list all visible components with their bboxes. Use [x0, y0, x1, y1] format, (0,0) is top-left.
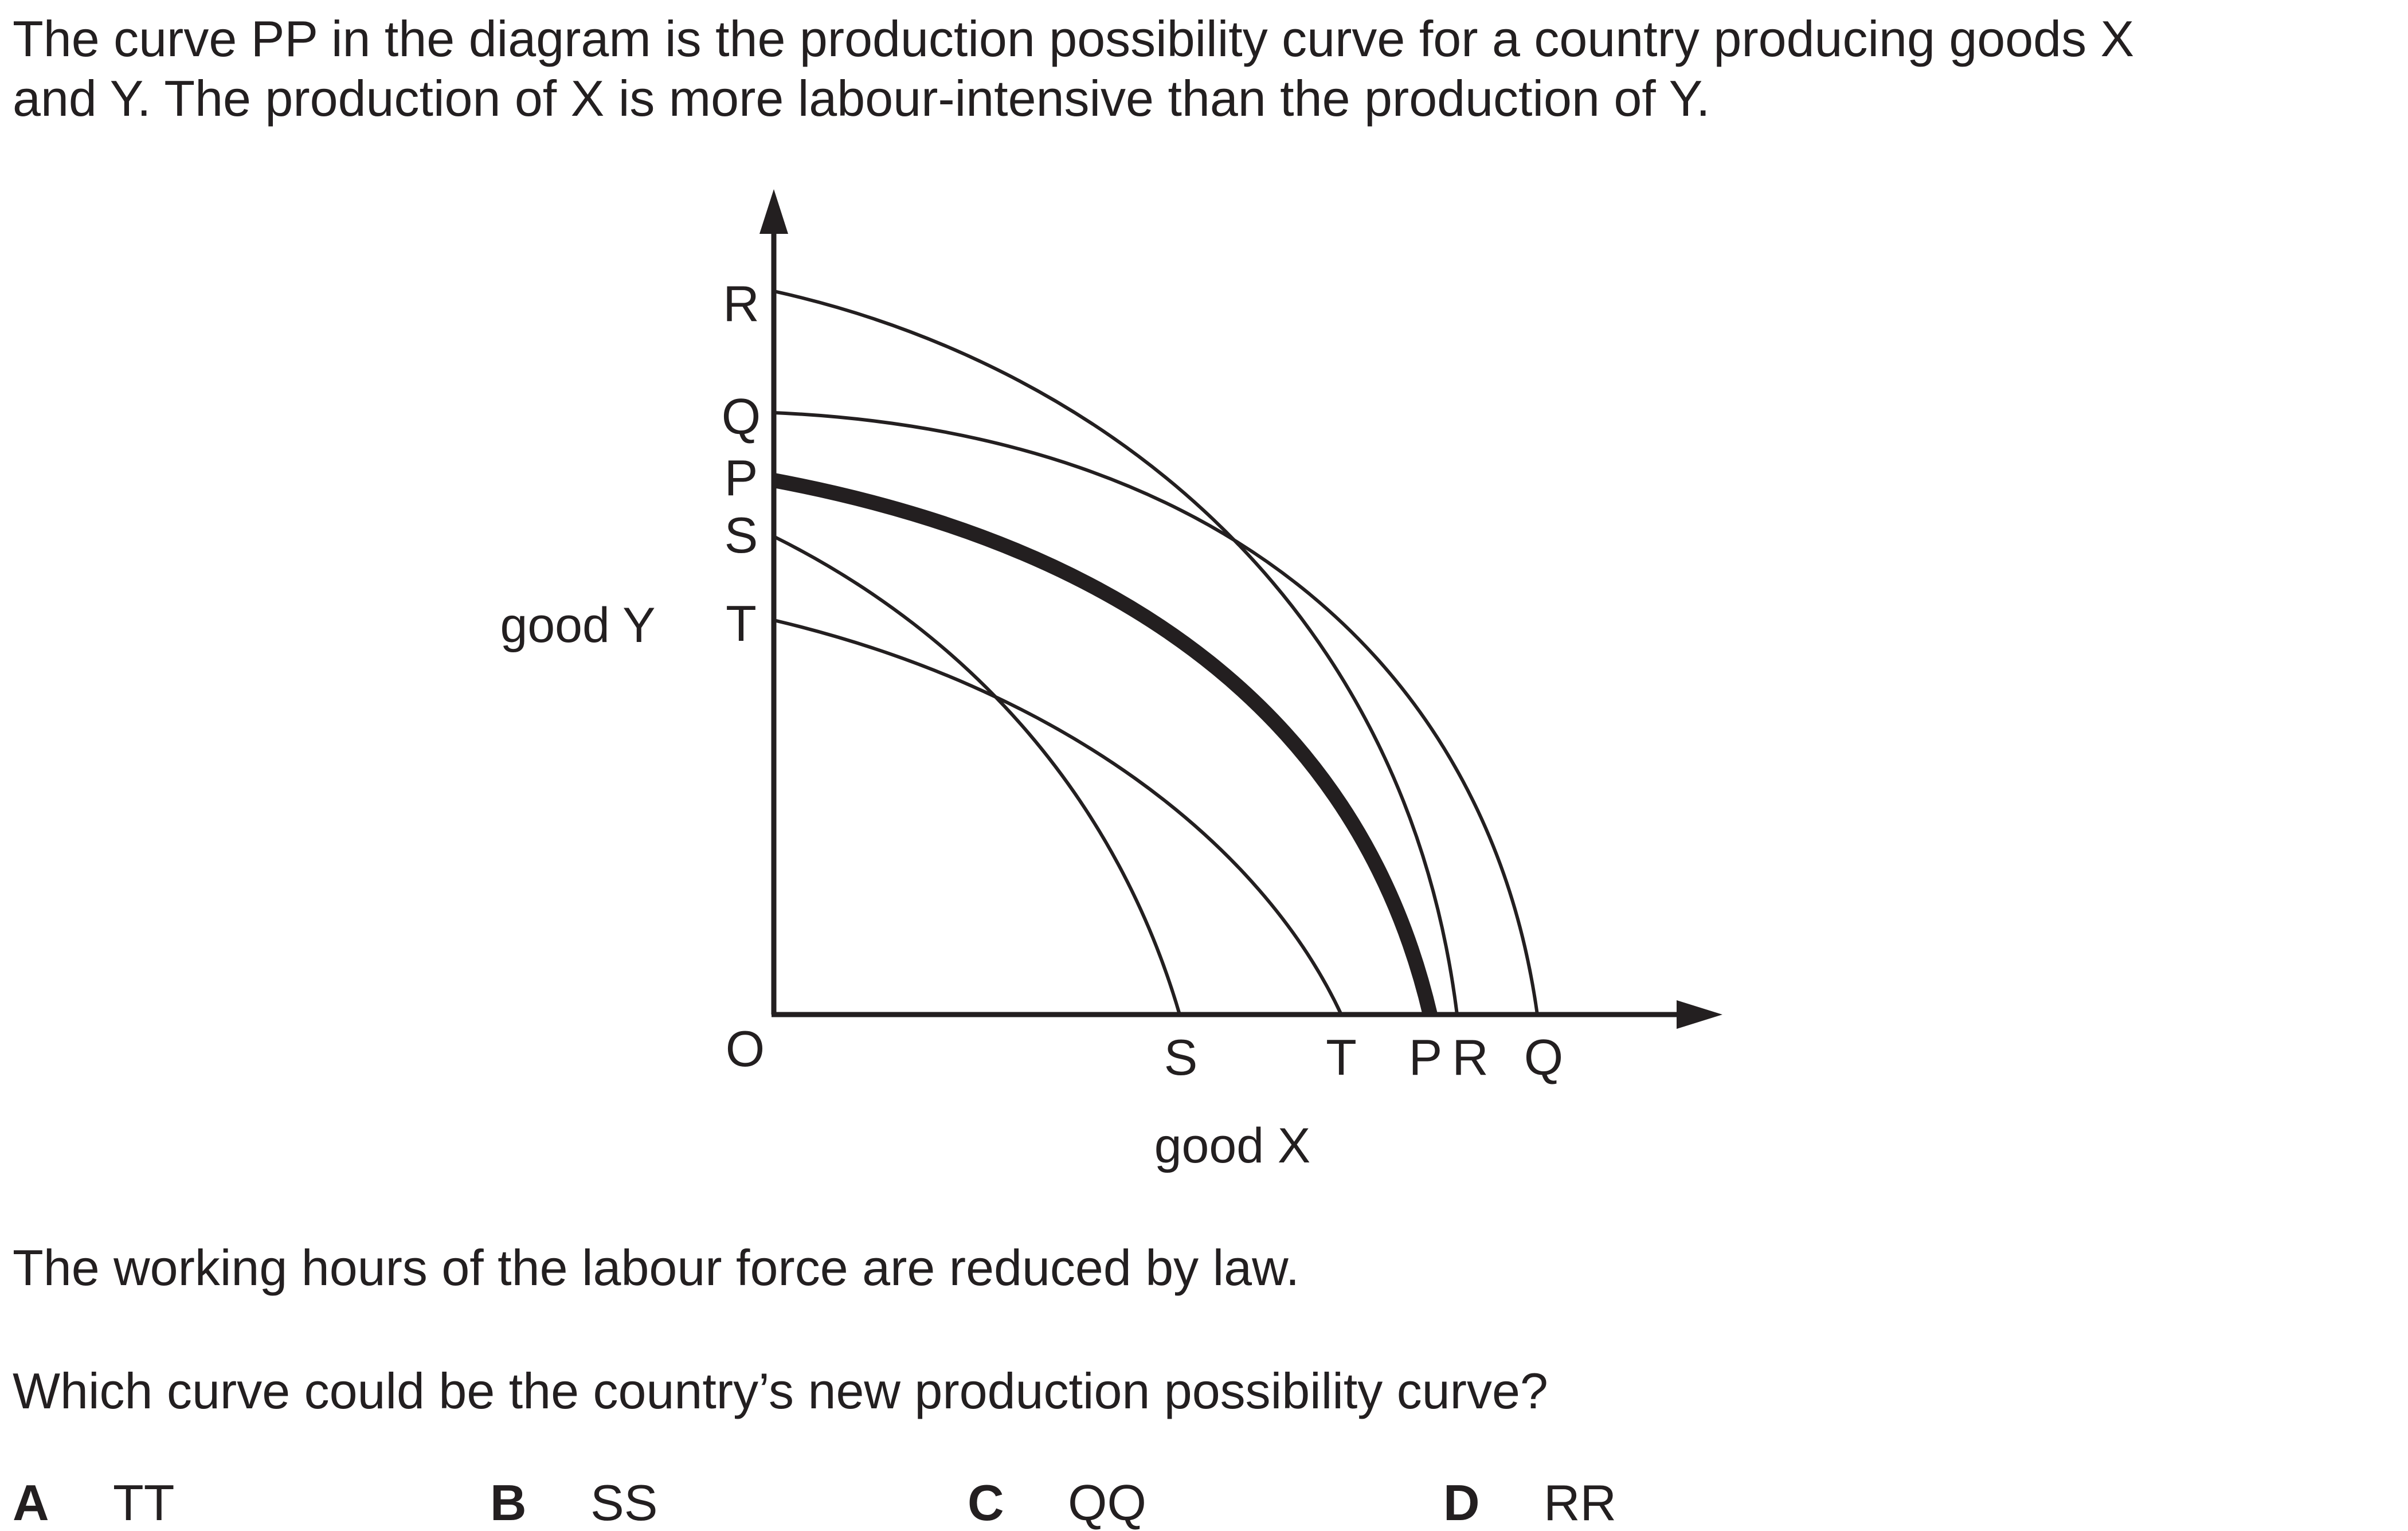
question-statement: The working hours of the labour force ar…	[13, 1239, 1300, 1296]
origin-label: O	[726, 1020, 765, 1077]
y-axis-label: good Y	[500, 598, 655, 653]
y-intercept-label-r: R	[723, 275, 759, 332]
x-intercept-label-q: Q	[1524, 1029, 1563, 1086]
y-axis-arrowhead	[759, 189, 788, 234]
option-d[interactable]: D RR	[1443, 1474, 1616, 1531]
question-stem-line-1: The curve PP in the diagram is the produ…	[13, 10, 2135, 67]
option-a-answer: TT	[113, 1474, 175, 1531]
y-intercept-label-q: Q	[722, 388, 761, 445]
curve-tt	[773, 618, 1343, 1016]
option-d-letter: D	[1443, 1474, 1480, 1531]
option-b-letter: B	[490, 1474, 527, 1531]
y-intercept-label-p: P	[725, 449, 758, 506]
option-a[interactable]: A TT	[13, 1474, 175, 1531]
option-a-letter: A	[13, 1474, 49, 1531]
question-stem-line-2: and Y. The production of X is more labou…	[13, 70, 1710, 127]
x-axis-label: good X	[1154, 1118, 1311, 1173]
curve-ss	[773, 535, 1181, 1015]
x-intercept-label-t: T	[1326, 1029, 1357, 1086]
option-c-letter: C	[968, 1474, 1004, 1531]
y-intercept-label-t: T	[726, 595, 757, 652]
x-intercept-label-p: P	[1409, 1029, 1443, 1086]
option-c-answer: QQ	[1068, 1474, 1146, 1531]
option-d-answer: RR	[1544, 1474, 1617, 1531]
curve-pp	[772, 473, 1438, 1016]
y-intercept-label-s: S	[725, 507, 758, 563]
option-c[interactable]: C QQ	[968, 1474, 1146, 1531]
curve-rr	[773, 289, 1459, 1015]
option-b-answer: SS	[590, 1474, 658, 1531]
x-intercept-label-s: S	[1164, 1029, 1198, 1086]
option-b[interactable]: B SS	[490, 1474, 657, 1531]
curve-qq	[773, 411, 1539, 1015]
x-intercept-label-r: R	[1452, 1029, 1489, 1086]
x-axis-arrowhead	[1677, 1000, 1722, 1029]
question-prompt: Which curve could be the country’s new p…	[13, 1362, 1548, 1419]
